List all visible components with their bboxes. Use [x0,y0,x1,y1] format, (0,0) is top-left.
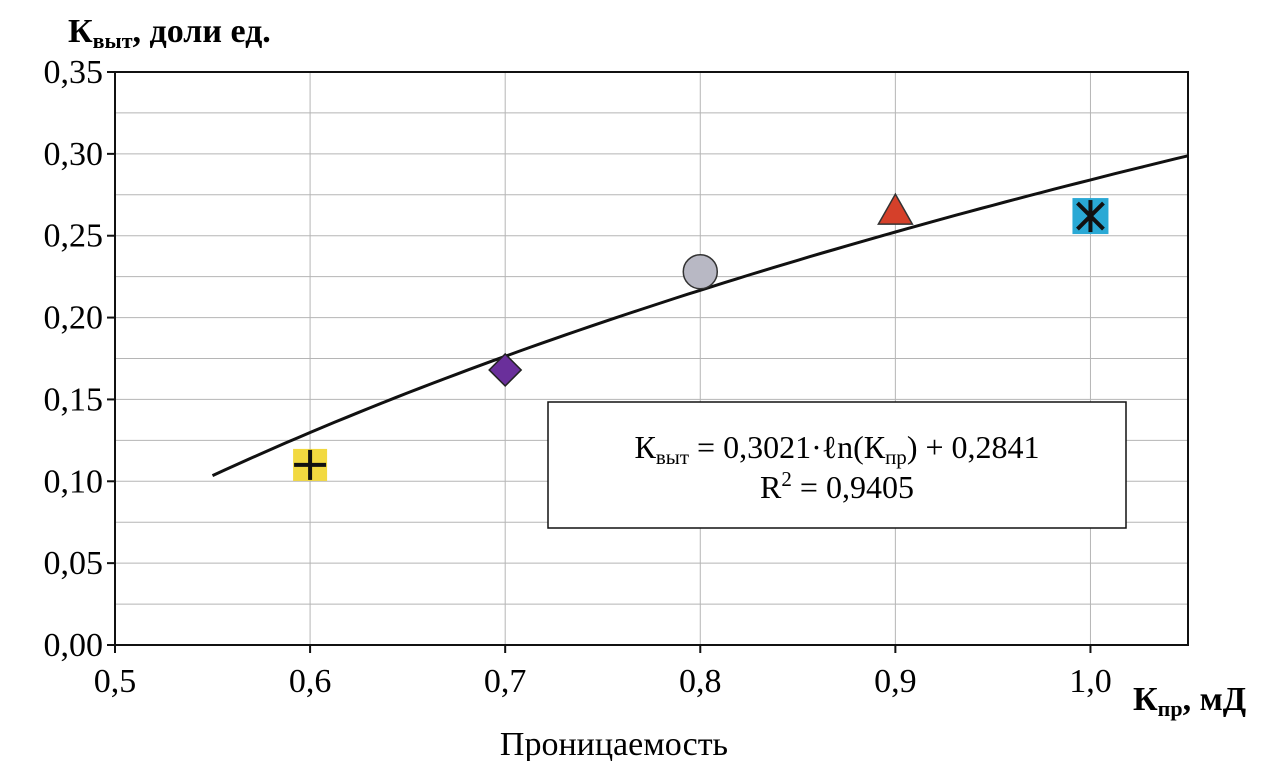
y-axis-label: Квыт, доли ед. [68,13,271,53]
trendline [211,154,1189,477]
point-circle [682,253,719,290]
point-triangle [877,192,914,225]
data-point-cross-square [293,448,328,481]
y-axis: 0,00 0,05 0,10 0,15 0,20 0,25 0,30 0,35 [44,54,115,664]
x-tick-label: 0,6 [289,663,332,700]
x-axis-label: Кпр, мД [1133,681,1246,721]
x-tick-label: 0,7 [484,663,527,700]
equation-box-frame [547,401,1127,529]
data-points [293,192,1109,481]
y-tick-label: 0,20 [44,300,104,337]
plot-frame [114,71,1189,646]
trendline-equation: Квыт = 0,3021·ℓn(Кпр) + 0,2841 [634,429,1039,469]
y-tick-label: 0,30 [44,136,104,173]
x-axis: 0,5 0,6 0,7 0,8 0,9 1,0 [94,645,1112,700]
data-point-circle [682,253,719,290]
y-tick-label: 0,35 [44,54,104,91]
data-point-diamond [488,352,523,388]
equation-box: Квыт = 0,3021·ℓn(Кпр) + 0,2841 R2 = 0,94… [547,401,1127,529]
data-point-asterisk-square [1072,198,1109,235]
x-tick-label: 0,5 [94,663,137,700]
x-tick-label: 0,9 [874,663,917,700]
y-tick-label: 0,15 [44,381,104,418]
x-tick-label: 0,8 [679,663,722,700]
x-tick-label: 1,0 [1069,663,1112,700]
point-diamond [488,352,523,388]
y-tick-label: 0,25 [44,218,104,255]
data-point-triangle [877,192,914,225]
y-tick-label: 0,00 [44,627,104,664]
r-squared-label: R2 = 0,9405 [760,467,914,505]
chart-caption: Проницаемость [500,726,728,761]
y-tick-label: 0,10 [44,463,104,500]
y-tick-label: 0,05 [44,545,104,582]
trendline-curve [211,154,1189,477]
